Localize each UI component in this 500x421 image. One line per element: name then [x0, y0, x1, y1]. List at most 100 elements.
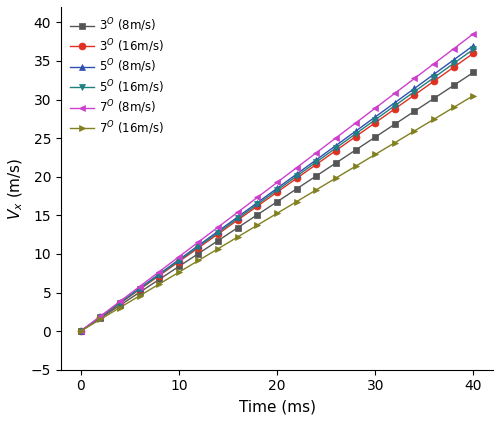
7$^O$ (16m/s) [431, 117, 437, 122]
5$^O$ (8m/s) [136, 286, 142, 291]
Line: 3$^O$ (8m/s): 3$^O$ (8m/s) [77, 69, 477, 335]
5$^O$ (8m/s) [156, 272, 162, 277]
7$^O$ (16m/s) [196, 258, 202, 263]
3$^O$ (8m/s) [98, 316, 103, 321]
X-axis label: Time (ms): Time (ms) [238, 399, 316, 414]
3$^O$ (16m/s) [98, 315, 103, 320]
7$^O$ (8m/s) [234, 210, 240, 215]
5$^O$ (16m/s) [333, 145, 339, 150]
5$^O$ (8m/s) [176, 257, 182, 262]
3$^O$ (8m/s) [117, 303, 123, 308]
7$^O$ (16m/s) [294, 199, 300, 204]
7$^O$ (8m/s) [392, 91, 398, 96]
3$^O$ (8m/s) [470, 70, 476, 75]
5$^O$ (16m/s) [352, 131, 358, 136]
5$^O$ (16m/s) [117, 301, 123, 306]
5$^O$ (8m/s) [451, 57, 457, 62]
7$^O$ (8m/s) [98, 314, 103, 319]
5$^O$ (16m/s) [392, 103, 398, 108]
3$^O$ (8m/s) [274, 199, 280, 204]
5$^O$ (16m/s) [470, 47, 476, 52]
5$^O$ (8m/s) [234, 214, 240, 219]
3$^O$ (16m/s) [352, 134, 358, 139]
7$^O$ (16m/s) [470, 93, 476, 98]
5$^O$ (16m/s) [78, 329, 84, 334]
Legend: 3$^O$ (8m/s), 3$^O$ (16m/s), 5$^O$ (8m/s), 5$^O$ (16m/s), 7$^O$ (8m/s), 7$^O$ (1: 3$^O$ (8m/s), 3$^O$ (16m/s), 5$^O$ (8m/s… [67, 13, 167, 140]
3$^O$ (16m/s) [78, 329, 84, 334]
5$^O$ (16m/s) [372, 117, 378, 122]
3$^O$ (16m/s) [451, 65, 457, 70]
5$^O$ (8m/s) [333, 143, 339, 148]
7$^O$ (16m/s) [117, 305, 123, 310]
3$^O$ (8m/s) [234, 225, 240, 230]
Line: 3$^O$ (16m/s): 3$^O$ (16m/s) [77, 50, 477, 335]
7$^O$ (8m/s) [156, 269, 162, 274]
3$^O$ (16m/s) [431, 79, 437, 84]
5$^O$ (16m/s) [314, 160, 320, 165]
3$^O$ (8m/s) [294, 187, 300, 192]
7$^O$ (16m/s) [274, 211, 280, 216]
7$^O$ (8m/s) [117, 299, 123, 304]
7$^O$ (16m/s) [254, 223, 260, 228]
7$^O$ (8m/s) [136, 284, 142, 289]
3$^O$ (8m/s) [372, 135, 378, 140]
5$^O$ (8m/s) [431, 72, 437, 77]
3$^O$ (8m/s) [392, 122, 398, 127]
7$^O$ (16m/s) [215, 246, 221, 251]
7$^O$ (8m/s) [314, 150, 320, 155]
5$^O$ (8m/s) [412, 86, 418, 91]
7$^O$ (8m/s) [412, 76, 418, 81]
7$^O$ (16m/s) [156, 282, 162, 287]
3$^O$ (16m/s) [156, 273, 162, 278]
7$^O$ (16m/s) [176, 270, 182, 275]
7$^O$ (16m/s) [451, 105, 457, 110]
3$^O$ (8m/s) [78, 329, 84, 334]
5$^O$ (8m/s) [352, 129, 358, 134]
5$^O$ (8m/s) [392, 100, 398, 105]
3$^O$ (16m/s) [136, 287, 142, 292]
3$^O$ (8m/s) [136, 290, 142, 295]
3$^O$ (16m/s) [274, 190, 280, 195]
3$^O$ (8m/s) [176, 264, 182, 269]
5$^O$ (16m/s) [136, 286, 142, 291]
Line: 5$^O$ (8m/s): 5$^O$ (8m/s) [77, 42, 477, 335]
3$^O$ (8m/s) [156, 277, 162, 282]
7$^O$ (8m/s) [215, 224, 221, 229]
7$^O$ (8m/s) [333, 136, 339, 141]
5$^O$ (16m/s) [215, 230, 221, 235]
7$^O$ (8m/s) [451, 46, 457, 51]
5$^O$ (8m/s) [254, 200, 260, 205]
5$^O$ (8m/s) [98, 314, 103, 320]
5$^O$ (16m/s) [234, 216, 240, 221]
5$^O$ (16m/s) [98, 314, 103, 320]
Y-axis label: $V_x$ (m/s): $V_x$ (m/s) [7, 157, 26, 220]
5$^O$ (8m/s) [372, 115, 378, 120]
7$^O$ (8m/s) [294, 165, 300, 170]
7$^O$ (8m/s) [254, 195, 260, 200]
7$^O$ (16m/s) [136, 293, 142, 298]
5$^O$ (8m/s) [78, 329, 84, 334]
3$^O$ (16m/s) [215, 232, 221, 237]
7$^O$ (16m/s) [352, 164, 358, 169]
7$^O$ (8m/s) [352, 120, 358, 125]
3$^O$ (16m/s) [254, 204, 260, 209]
5$^O$ (16m/s) [451, 61, 457, 66]
3$^O$ (8m/s) [352, 147, 358, 152]
3$^O$ (16m/s) [314, 162, 320, 167]
5$^O$ (8m/s) [470, 43, 476, 48]
7$^O$ (8m/s) [196, 240, 202, 245]
3$^O$ (8m/s) [412, 109, 418, 114]
3$^O$ (8m/s) [215, 238, 221, 243]
7$^O$ (8m/s) [78, 329, 84, 334]
3$^O$ (8m/s) [333, 160, 339, 165]
7$^O$ (16m/s) [78, 329, 84, 334]
3$^O$ (16m/s) [234, 218, 240, 223]
5$^O$ (16m/s) [294, 173, 300, 179]
7$^O$ (16m/s) [412, 128, 418, 133]
3$^O$ (8m/s) [431, 96, 437, 101]
5$^O$ (8m/s) [294, 171, 300, 176]
7$^O$ (8m/s) [176, 254, 182, 259]
5$^O$ (16m/s) [156, 272, 162, 277]
3$^O$ (16m/s) [196, 245, 202, 250]
3$^O$ (16m/s) [117, 301, 123, 306]
